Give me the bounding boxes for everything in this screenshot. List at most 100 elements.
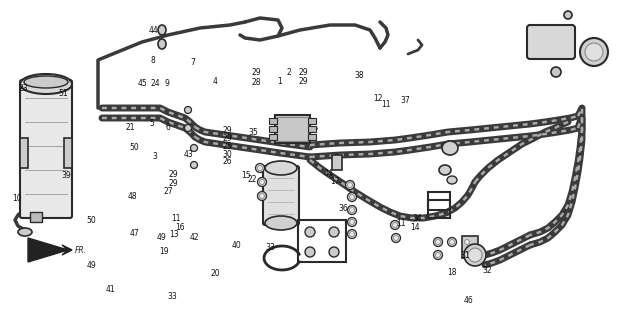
Text: 8: 8 <box>151 56 156 65</box>
Ellipse shape <box>392 222 397 228</box>
Ellipse shape <box>465 239 470 244</box>
Ellipse shape <box>347 218 357 227</box>
Text: 22: 22 <box>247 175 257 184</box>
Bar <box>277 117 308 141</box>
Ellipse shape <box>350 195 355 199</box>
Ellipse shape <box>260 194 265 198</box>
Text: 24: 24 <box>151 79 161 88</box>
Ellipse shape <box>464 244 486 266</box>
Ellipse shape <box>350 207 355 212</box>
Text: 26: 26 <box>222 157 232 166</box>
Ellipse shape <box>185 107 192 114</box>
Text: 10: 10 <box>12 194 22 203</box>
Ellipse shape <box>465 252 470 258</box>
Text: 39: 39 <box>62 171 72 180</box>
Text: 44: 44 <box>148 26 158 35</box>
Bar <box>428 200 450 218</box>
Ellipse shape <box>347 229 357 238</box>
Text: FR.: FR. <box>75 245 87 254</box>
Text: 14: 14 <box>410 223 420 232</box>
Ellipse shape <box>580 38 608 66</box>
Text: 51: 51 <box>58 89 68 98</box>
Text: 11: 11 <box>381 100 391 109</box>
Bar <box>269 118 277 124</box>
Ellipse shape <box>24 76 68 88</box>
Text: 11: 11 <box>171 214 181 223</box>
Ellipse shape <box>468 248 482 262</box>
Text: 29: 29 <box>222 126 232 135</box>
Text: 49: 49 <box>87 261 96 270</box>
Bar <box>30 212 42 222</box>
Ellipse shape <box>447 176 457 184</box>
Text: 17: 17 <box>330 177 340 186</box>
Ellipse shape <box>158 25 166 35</box>
Text: 42: 42 <box>190 233 200 242</box>
Text: 19: 19 <box>159 247 169 256</box>
Text: 47: 47 <box>130 229 140 238</box>
Text: 33: 33 <box>266 243 276 252</box>
Ellipse shape <box>350 220 355 225</box>
Text: 33: 33 <box>167 292 177 301</box>
Ellipse shape <box>462 251 472 260</box>
Ellipse shape <box>433 251 442 260</box>
Ellipse shape <box>345 180 355 189</box>
Ellipse shape <box>185 124 192 132</box>
Ellipse shape <box>190 162 198 169</box>
Text: 11: 11 <box>396 219 405 228</box>
Text: 29: 29 <box>222 134 232 143</box>
Text: 45: 45 <box>137 79 147 88</box>
Text: 29: 29 <box>298 77 308 86</box>
Text: 29: 29 <box>168 170 178 179</box>
Bar <box>308 118 316 124</box>
Bar <box>20 138 28 168</box>
Text: 29: 29 <box>298 68 308 77</box>
Bar <box>308 126 316 132</box>
Bar <box>332 155 342 170</box>
Text: 37: 37 <box>400 96 410 105</box>
Text: 28: 28 <box>252 78 261 87</box>
Text: 4: 4 <box>213 77 218 86</box>
Text: 43: 43 <box>184 150 193 159</box>
Text: 30: 30 <box>222 150 232 159</box>
Ellipse shape <box>436 252 441 258</box>
Ellipse shape <box>442 141 458 155</box>
Text: 31: 31 <box>460 251 470 260</box>
Text: 50: 50 <box>130 143 140 152</box>
Text: 44: 44 <box>324 169 334 178</box>
Ellipse shape <box>258 165 263 171</box>
Bar <box>298 220 346 262</box>
Bar <box>428 192 450 210</box>
Ellipse shape <box>433 237 442 246</box>
Text: 50: 50 <box>87 216 96 225</box>
Bar <box>269 126 277 132</box>
Ellipse shape <box>190 145 198 151</box>
Text: 29: 29 <box>252 68 261 77</box>
Ellipse shape <box>447 237 457 246</box>
Text: 13: 13 <box>169 230 179 239</box>
Ellipse shape <box>158 39 166 49</box>
Ellipse shape <box>329 247 339 257</box>
Text: 35: 35 <box>248 128 258 137</box>
Text: 32: 32 <box>482 266 492 275</box>
Text: 23: 23 <box>19 84 28 93</box>
Text: 18: 18 <box>447 268 457 277</box>
Text: 9: 9 <box>164 79 169 88</box>
Ellipse shape <box>347 182 352 188</box>
Ellipse shape <box>347 193 357 202</box>
Text: 38: 38 <box>355 71 365 80</box>
Text: 1: 1 <box>277 77 282 86</box>
Text: 49: 49 <box>157 233 167 242</box>
FancyBboxPatch shape <box>263 166 299 225</box>
Ellipse shape <box>265 216 297 230</box>
Text: 15: 15 <box>241 171 251 180</box>
Ellipse shape <box>18 228 32 236</box>
Text: 48: 48 <box>128 192 138 201</box>
Ellipse shape <box>20 74 72 94</box>
Ellipse shape <box>394 236 399 241</box>
Text: 20: 20 <box>210 269 220 278</box>
Ellipse shape <box>305 247 315 257</box>
Text: 21: 21 <box>125 123 135 132</box>
Text: 16: 16 <box>176 223 185 232</box>
Bar <box>275 115 310 143</box>
Ellipse shape <box>439 165 451 175</box>
